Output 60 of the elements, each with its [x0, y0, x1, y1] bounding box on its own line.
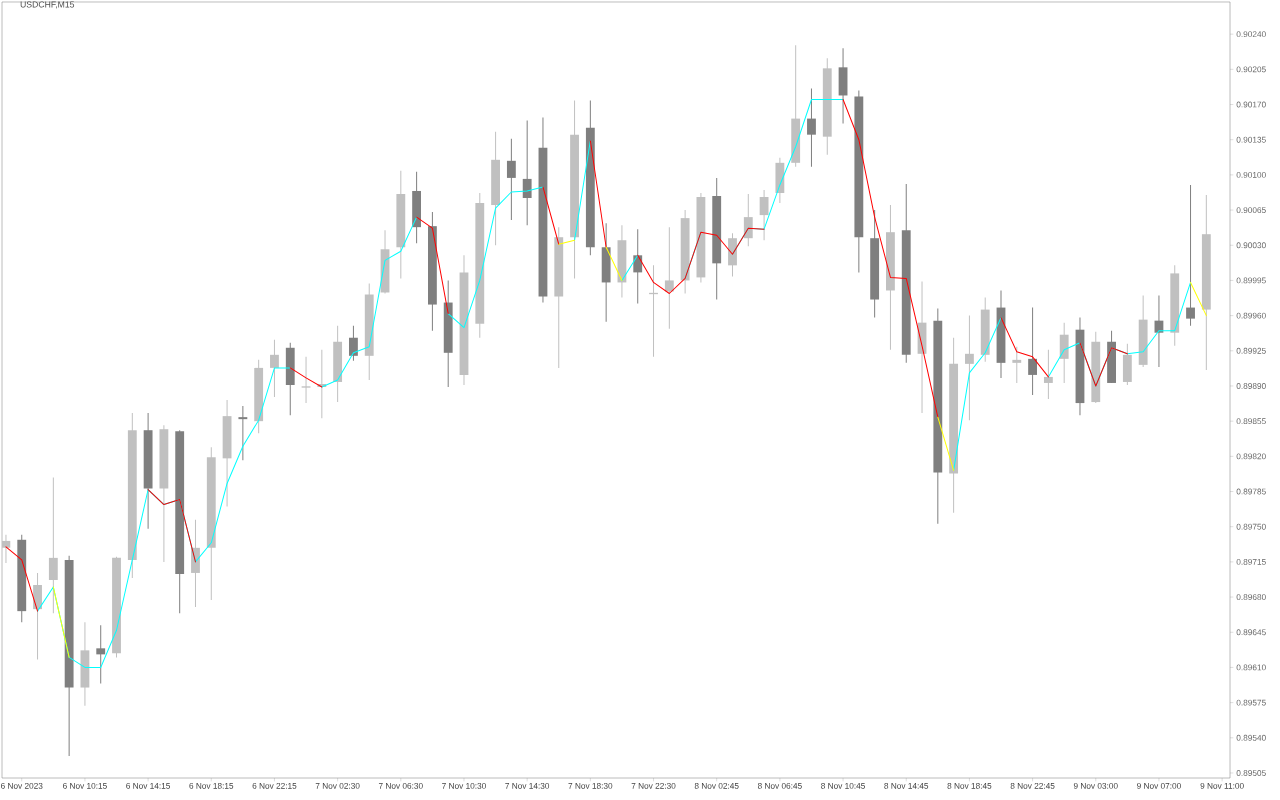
x-tick-label: 8 Nov 06:45 [757, 782, 802, 789]
y-tick-label: 0.89785 [1236, 488, 1266, 495]
x-tick-label: 7 Nov 14:30 [505, 782, 550, 789]
y-tick-label: 0.90100 [1236, 171, 1266, 178]
y-tick-label: 0.90240 [1236, 31, 1266, 38]
candlestick [759, 189, 769, 241]
candlestick [807, 87, 816, 168]
x-tick-label: 8 Nov 14:45 [884, 782, 929, 789]
y-tick-label: 0.89680 [1236, 594, 1266, 600]
x-tick-label: 8 Nov 22:45 [1010, 782, 1055, 789]
candlestick [300, 356, 312, 404]
x-tick-label: 9 Nov 11:00 [1200, 782, 1244, 789]
y-tick-label: 0.89645 [1236, 629, 1266, 636]
x-tick-label: 6 Nov 14:15 [126, 782, 171, 789]
y-tick-label: 0.89960 [1236, 312, 1266, 319]
y-tick-label: 0.90135 [1236, 136, 1266, 143]
candlestick [522, 120, 532, 226]
candlestick [1043, 349, 1053, 400]
x-tick-label: 7 Nov 18:30 [568, 782, 613, 789]
x-tick-label: 7 Nov 22:30 [631, 782, 676, 789]
y-tick-label: 0.89820 [1236, 453, 1266, 460]
candlestick [48, 476, 58, 614]
candlestick [506, 138, 516, 221]
y-tick-label: 0.89855 [1236, 418, 1266, 425]
x-tick-label: 9 Nov 07:00 [1137, 782, 1181, 789]
candlestick [238, 405, 248, 461]
y-tick-label: 0.89995 [1236, 277, 1266, 284]
y-tick-label: 0.90030 [1236, 242, 1266, 249]
x-tick-label: 8 Nov 18:45 [947, 782, 992, 789]
candlestick [1012, 346, 1022, 384]
x-tick-label: 6 Nov 18:15 [189, 782, 234, 789]
candlestick [1028, 307, 1038, 396]
x-tick-label: 7 Nov 06:30 [378, 782, 423, 789]
candlestick [1186, 184, 1195, 327]
y-tick-label: 0.90205 [1236, 66, 1266, 73]
x-tick-label: 7 Nov 10:30 [442, 782, 486, 789]
candlestick [964, 315, 974, 421]
candlestick [743, 193, 753, 247]
candlestick [96, 624, 106, 685]
y-tick-label: 0.90170 [1236, 101, 1266, 108]
x-tick-label: 6 Nov 10:15 [63, 782, 107, 789]
y-tick-label: 0.89575 [1236, 699, 1266, 706]
y-tick-label: 0.89715 [1236, 558, 1266, 565]
x-tick-label: 8 Nov 02:45 [694, 782, 739, 789]
x-tick-label: 9 Nov 03:00 [1073, 782, 1118, 789]
x-tick-label: 7 Nov 02:30 [315, 782, 360, 789]
y-tick-label: 0.89925 [1236, 347, 1266, 354]
y-tick-label: 0.89890 [1236, 383, 1266, 389]
chart-title: USDCHF,M15 [20, 1, 75, 9]
y-tick-label: 0.90065 [1236, 207, 1266, 213]
candlestick [349, 325, 358, 362]
candlestick [270, 339, 279, 398]
candlestick [664, 226, 674, 330]
y-tick-label: 0.89540 [1236, 734, 1266, 741]
x-tick-label: 8 Nov 10:45 [821, 782, 865, 789]
y-tick-label: 0.89505 [1236, 770, 1266, 776]
x-tick-label: 6 Nov 2023 [1, 782, 43, 789]
y-tick-label: 0.89610 [1236, 664, 1266, 671]
y-tick-label: 0.89750 [1236, 523, 1266, 530]
x-tick-label: 6 Nov 22:15 [252, 782, 297, 789]
